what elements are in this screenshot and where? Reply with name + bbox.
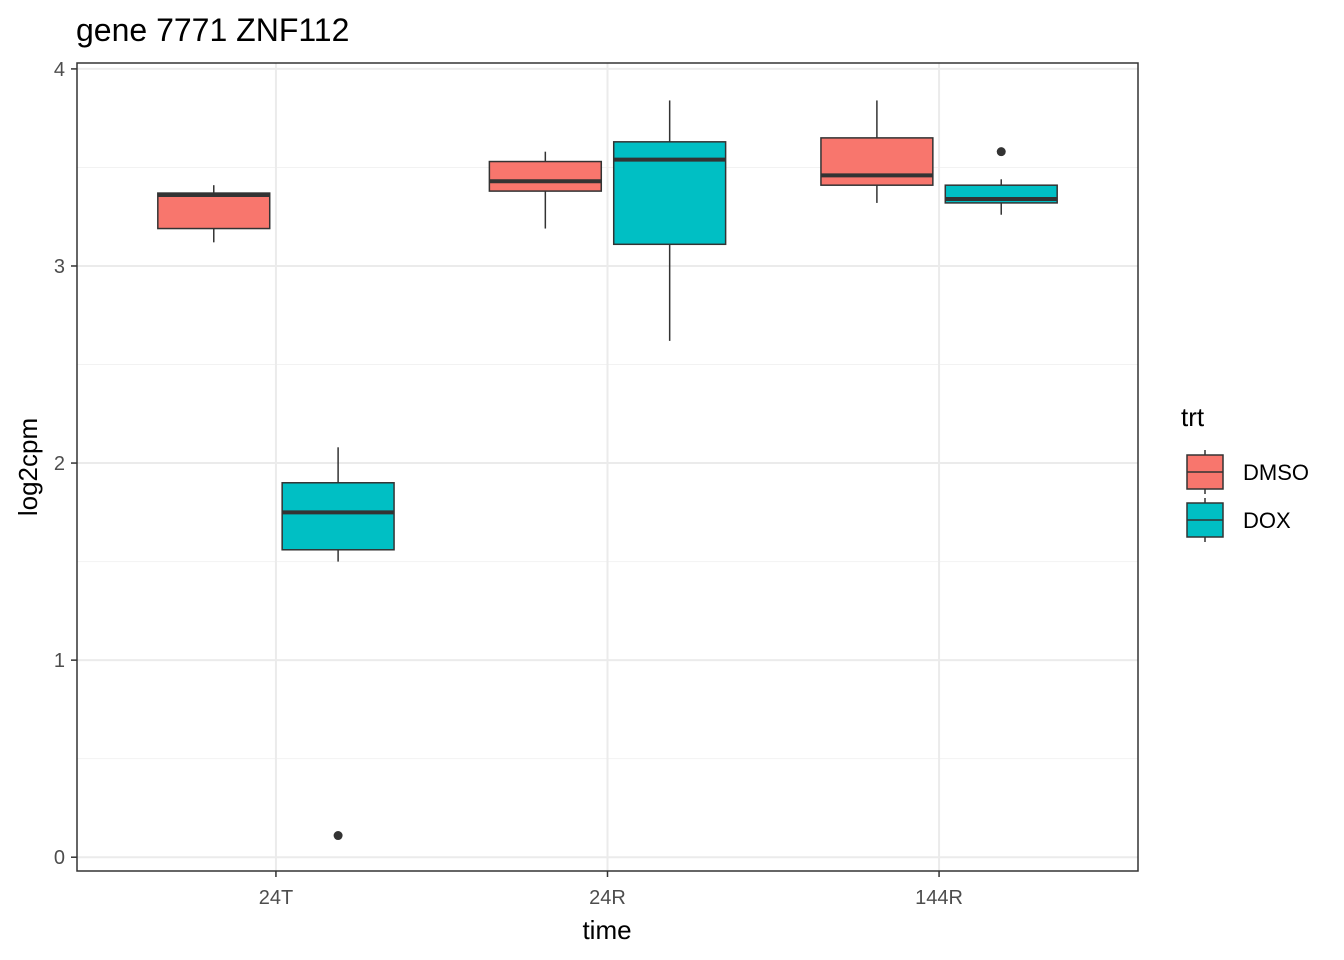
legend-item-dmso: DMSO xyxy=(1186,450,1309,494)
box-body xyxy=(281,482,395,551)
y-tick-label: 2 xyxy=(54,453,65,475)
legend-title: trt xyxy=(1181,402,1205,432)
chart-title: gene 7771 ZNF112 xyxy=(76,12,349,48)
box-dmso-24t xyxy=(157,185,271,243)
x-axis-title: time xyxy=(582,915,631,945)
y-axis-title: log2cpm xyxy=(13,418,43,516)
legend-label: DOX xyxy=(1243,508,1291,533)
y-tick-label: 0 xyxy=(54,847,65,869)
x-axis: 24T 24R 144R xyxy=(259,871,963,909)
box-body xyxy=(820,137,934,186)
y-axis: 0 1 2 3 4 xyxy=(54,59,77,869)
legend: trt DMSO DOX xyxy=(1181,402,1309,542)
box-body xyxy=(157,192,271,230)
box-body xyxy=(488,160,603,192)
box-dox-24r xyxy=(612,100,727,341)
legend-label: DMSO xyxy=(1243,460,1309,485)
legend-item-dox: DOX xyxy=(1186,498,1291,542)
outlier-point xyxy=(333,831,343,841)
box-dox-24t xyxy=(281,447,395,841)
x-tick-label: 144R xyxy=(915,887,963,909)
y-tick-label: 1 xyxy=(54,650,65,672)
y-tick-label: 4 xyxy=(54,59,65,81)
box-body xyxy=(612,141,727,246)
box-dmso-24r xyxy=(488,151,603,229)
x-tick-label: 24R xyxy=(589,887,626,909)
box-layer xyxy=(157,100,1058,841)
x-tick-label: 24T xyxy=(259,887,293,909)
grid-lines xyxy=(77,63,1138,871)
outlier-point xyxy=(996,147,1006,157)
box-dmso-144r xyxy=(820,100,934,203)
box-dox-144r xyxy=(944,147,1058,215)
y-tick-label: 3 xyxy=(54,256,65,278)
